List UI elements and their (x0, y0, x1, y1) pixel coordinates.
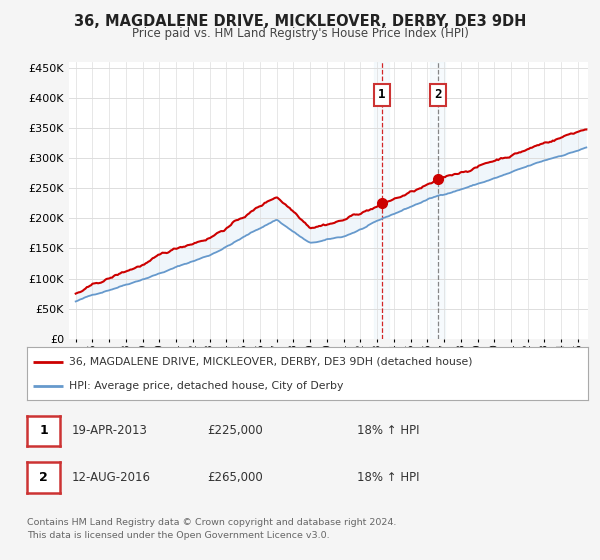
Text: 2: 2 (39, 471, 48, 484)
Text: 36, MAGDALENE DRIVE, MICKLEOVER, DERBY, DE3 9DH (detached house): 36, MAGDALENE DRIVE, MICKLEOVER, DERBY, … (69, 357, 473, 367)
Text: 1: 1 (378, 88, 386, 101)
Text: Price paid vs. HM Land Registry's House Price Index (HPI): Price paid vs. HM Land Registry's House … (131, 27, 469, 40)
Text: HPI: Average price, detached house, City of Derby: HPI: Average price, detached house, City… (69, 380, 343, 390)
Text: 2: 2 (434, 88, 442, 101)
Text: £265,000: £265,000 (207, 471, 263, 484)
Text: 18% ↑ HPI: 18% ↑ HPI (357, 424, 419, 437)
Text: 18% ↑ HPI: 18% ↑ HPI (357, 471, 419, 484)
Bar (430, 62, 445, 339)
Text: £225,000: £225,000 (207, 424, 263, 437)
Text: 19-APR-2013: 19-APR-2013 (72, 424, 148, 437)
Bar (374, 62, 389, 339)
Text: 1: 1 (39, 424, 48, 437)
Text: Contains HM Land Registry data © Crown copyright and database right 2024.
This d: Contains HM Land Registry data © Crown c… (27, 518, 397, 539)
Text: 12-AUG-2016: 12-AUG-2016 (72, 471, 151, 484)
Text: 36, MAGDALENE DRIVE, MICKLEOVER, DERBY, DE3 9DH: 36, MAGDALENE DRIVE, MICKLEOVER, DERBY, … (74, 14, 526, 29)
